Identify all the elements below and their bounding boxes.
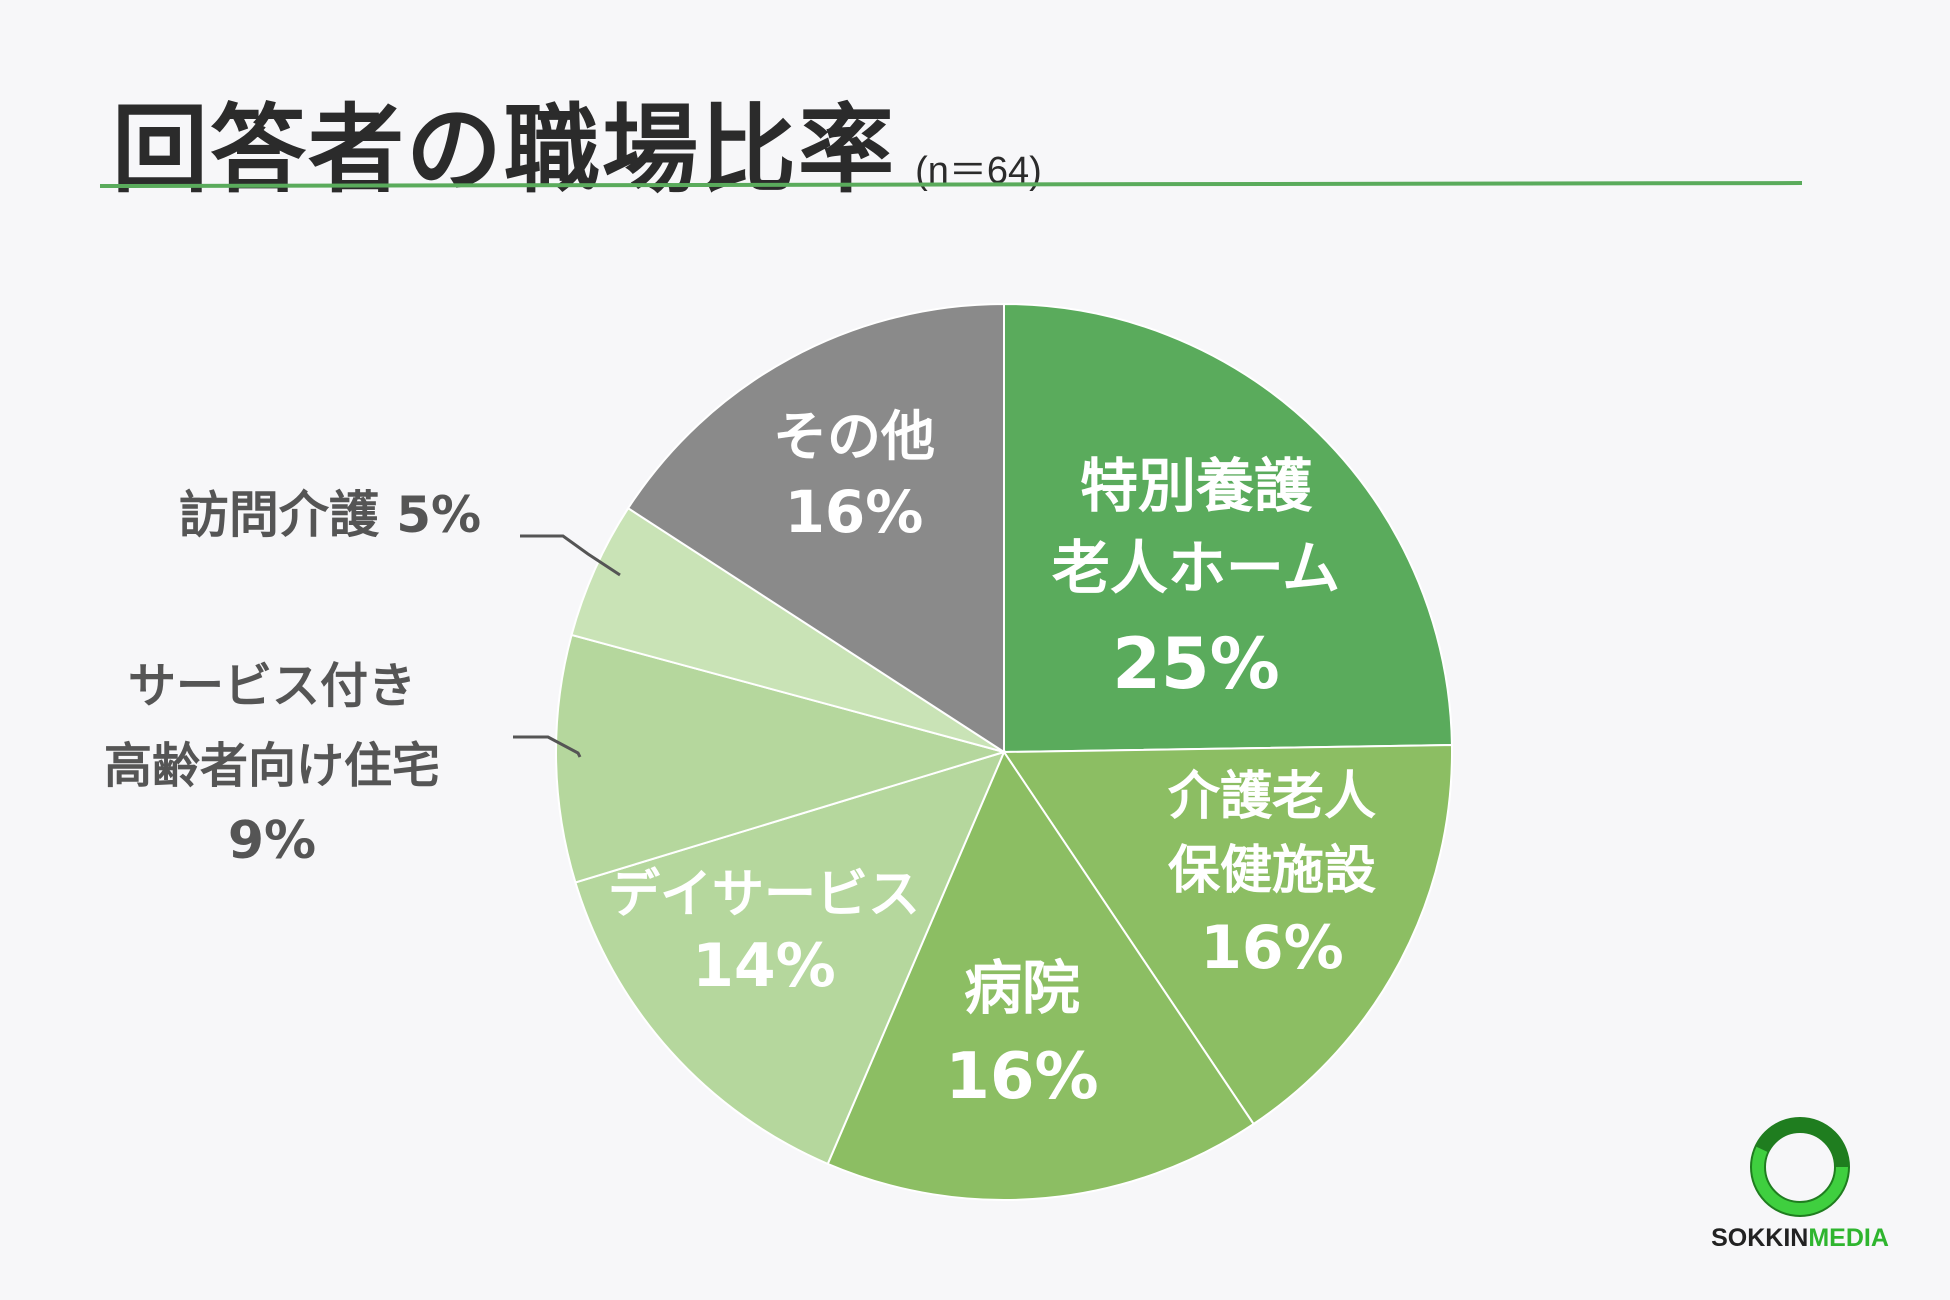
slice-label-1-line-2: 老人ホーム [1052,534,1340,602]
pie-slices [555,302,1453,1201]
logo-wordmark: SOKKINMEDIA [1700,1224,1900,1253]
leader-line-6 [520,534,621,577]
slice-label-2-line-2: 保健施設 [1168,841,1376,901]
pie-slice-1 [1003,302,1453,754]
slice-value-3: 16% [945,1040,1098,1114]
slice-value-1: 25% [1112,623,1280,705]
slice-label-5-line-2: 高齢者向け住宅 [104,738,440,794]
leader-lines [513,534,621,758]
slice-label-2-line-1: 介護老人 [1168,767,1376,827]
logo-text-media: MEDIA [1808,1224,1889,1252]
slice-value-7: 16% [785,478,924,546]
slice-value-5: 9% [228,811,316,871]
sokkin-media-logo: SOKKINMEDIA [1700,1112,1900,1253]
slice-label-6: 訪問介護 5% [179,486,481,544]
logo-ring-icon [1700,1112,1900,1222]
pie-slice-3 [826,749,1256,1201]
slice-label-3-line-1: 病院 [964,954,1080,1022]
slice-value-4: 14% [692,931,836,1001]
leader-line-5 [513,735,582,758]
slice-label-7-line-1: その他 [773,405,935,468]
slice-label-4-line-1: デイサービス [608,865,920,925]
slice-value-2: 16% [1200,913,1344,983]
slice-label-5-line-1: サービス付き [128,658,416,714]
slice-label-1-line-1: 特別養護 [1080,452,1313,520]
pie-slice-5 [555,633,1008,884]
logo-text-sokkin: SOKKIN [1711,1224,1809,1252]
pie-slice-2 [1002,744,1453,1126]
pie-slice-4 [574,750,1006,1166]
pie-slice-7 [626,302,1005,754]
